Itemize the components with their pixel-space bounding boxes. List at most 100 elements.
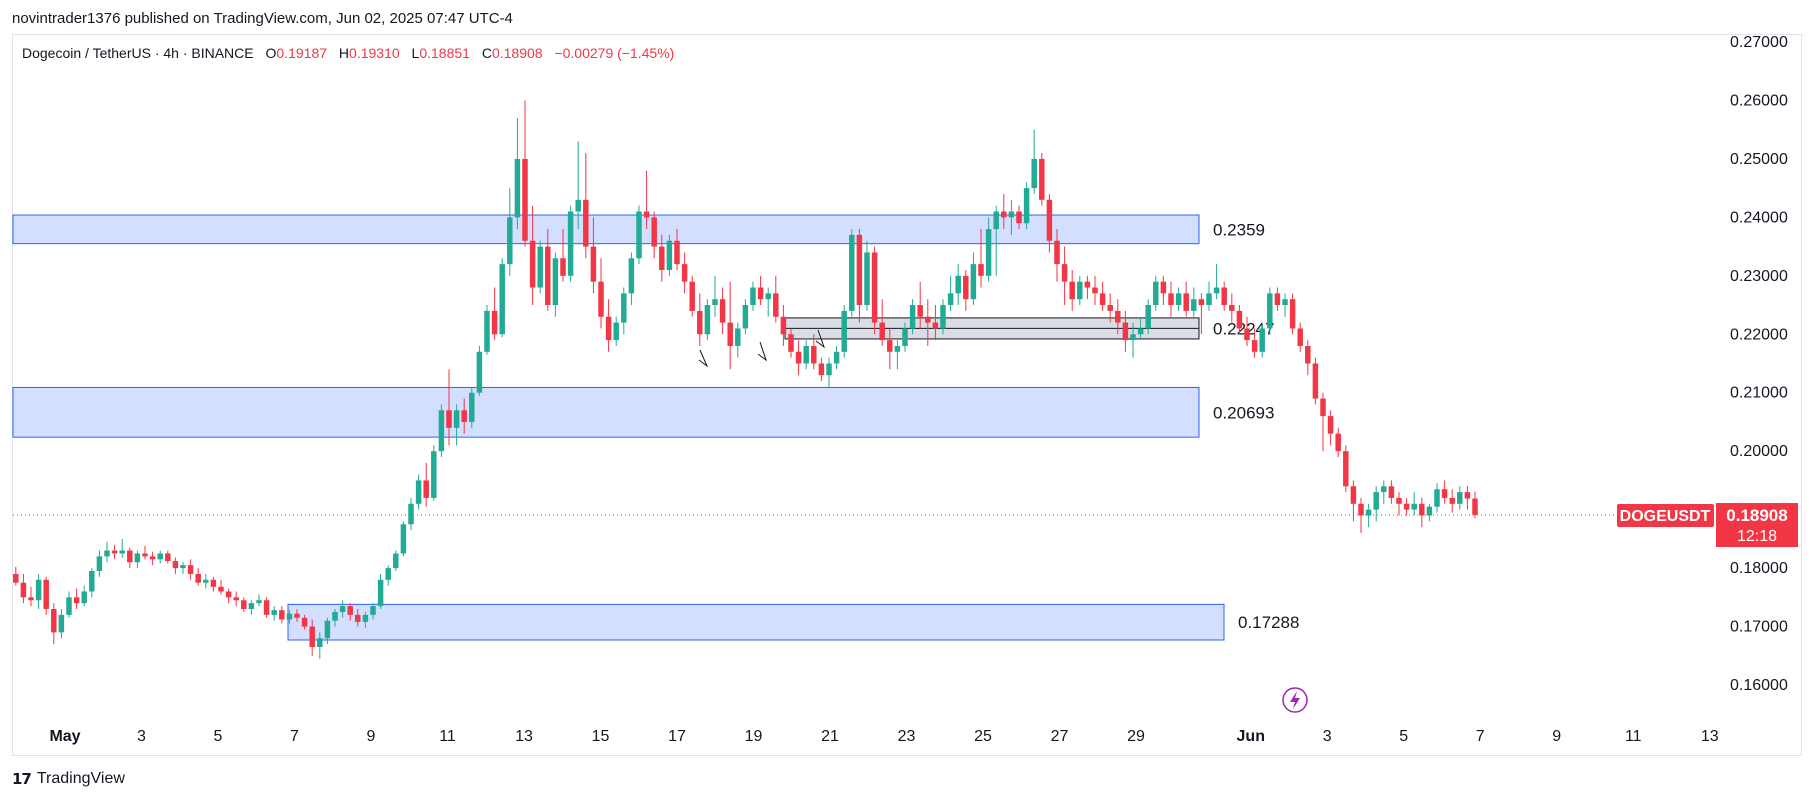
candle-body <box>803 345 809 364</box>
x-tick-label: Jun <box>1237 728 1265 745</box>
candle-body <box>491 310 498 335</box>
tradingview-logo-icon: 𝟭𝟳 <box>12 771 32 788</box>
candle-body <box>332 611 338 621</box>
candle-body <box>1191 299 1197 311</box>
x-tick-label: 11 <box>1625 728 1642 745</box>
candle-body <box>1122 322 1129 341</box>
candle-body <box>1305 345 1311 364</box>
candle-body <box>879 322 885 341</box>
candle-body <box>241 600 247 610</box>
candle-body <box>1335 433 1341 452</box>
x-tick-label: 3 <box>1323 728 1332 745</box>
candle-body <box>651 217 657 247</box>
candle-body <box>1229 305 1235 311</box>
candle-body <box>598 281 604 317</box>
y-tick-label: 0.21000 <box>1730 385 1788 402</box>
candle-body <box>780 316 787 335</box>
candle-body <box>522 158 528 241</box>
candle-body <box>362 614 369 622</box>
candle-body <box>377 579 384 607</box>
candle-body <box>537 246 543 288</box>
candle-body <box>408 503 414 525</box>
drawing-mark <box>698 349 709 368</box>
candle-body <box>66 597 72 615</box>
candle-body <box>127 550 133 563</box>
candle-body <box>917 305 923 317</box>
candle-body <box>735 328 741 346</box>
symbol-description[interactable]: Dogecoin / TetherUS · 4h · BINANCE <box>22 45 254 61</box>
candle-body <box>20 582 27 598</box>
candle-body <box>697 310 703 335</box>
candle-body <box>765 293 771 300</box>
candle-body <box>1023 188 1030 224</box>
x-tick-label: 9 <box>367 728 376 745</box>
candle-body <box>1115 310 1121 323</box>
candle-body <box>256 600 262 604</box>
high-value: 0.19310 <box>349 45 400 61</box>
candle-body <box>902 328 908 346</box>
x-tick-label: 9 <box>1552 728 1561 745</box>
candle-body <box>142 553 148 557</box>
candle-body <box>1016 211 1022 224</box>
candle-body <box>1099 293 1106 306</box>
candle-body <box>1130 334 1136 341</box>
candle-body <box>864 252 870 306</box>
candle-body <box>963 275 969 300</box>
candle-body <box>659 246 665 270</box>
x-tick-label: 19 <box>745 728 763 745</box>
candle-body <box>704 305 711 335</box>
price-badge <box>1716 503 1798 548</box>
candle-body <box>28 597 34 601</box>
candle-body <box>248 603 255 610</box>
candle-body <box>1031 158 1037 189</box>
candle-body <box>1137 328 1144 335</box>
candle-body <box>871 252 878 323</box>
brand-name: TradingView <box>36 770 125 787</box>
y-tick-label: 0.27000 <box>1730 34 1788 51</box>
drawing-mark <box>815 329 826 349</box>
candle-body <box>1457 492 1463 504</box>
candle-body <box>567 211 574 276</box>
candle-body <box>438 410 445 452</box>
candle-body <box>719 299 726 323</box>
change-value: −0.00279 (−1.45%) <box>554 45 675 61</box>
candle-body <box>324 620 331 639</box>
candle-body <box>195 573 201 583</box>
tradingview-branding[interactable]: 𝟭𝟳 TradingView <box>12 770 125 788</box>
zone-level-label: 0.20693 <box>1213 403 1274 422</box>
candle-body <box>1244 328 1250 341</box>
candle-body <box>43 579 49 610</box>
candle-body <box>849 234 855 311</box>
publish-line: novintrader1376 published on TradingView… <box>12 10 513 27</box>
x-tick-label: 29 <box>1127 728 1145 745</box>
candle-body <box>811 345 817 364</box>
zone-level-label: 0.17288 <box>1238 613 1299 632</box>
candle-body <box>453 410 460 428</box>
candle-body <box>370 606 376 615</box>
candle-body <box>1419 503 1425 516</box>
open-value: 0.19187 <box>276 45 328 61</box>
candle-body <box>826 363 832 376</box>
candle-body <box>1365 509 1372 516</box>
candle-body <box>583 199 589 247</box>
y-tick-label: 0.17000 <box>1730 619 1788 636</box>
candle-body <box>727 322 733 346</box>
candle-body <box>1092 287 1098 294</box>
candle-body <box>1046 199 1053 241</box>
candle-body <box>514 158 521 218</box>
candle-body <box>955 275 961 294</box>
candle-body <box>628 258 635 294</box>
candle-body <box>940 305 946 329</box>
candle-body <box>187 565 194 574</box>
candle-body <box>165 553 171 562</box>
candle-body <box>674 240 680 265</box>
close-label: C <box>481 45 492 61</box>
candle-body <box>932 322 939 329</box>
candle-body <box>157 553 163 560</box>
candle-body <box>552 258 559 306</box>
candle-body <box>73 597 80 604</box>
price-badge-value: 0.18908 <box>1726 506 1787 525</box>
x-tick-label: 11 <box>439 728 456 745</box>
candle-body <box>1168 293 1174 306</box>
